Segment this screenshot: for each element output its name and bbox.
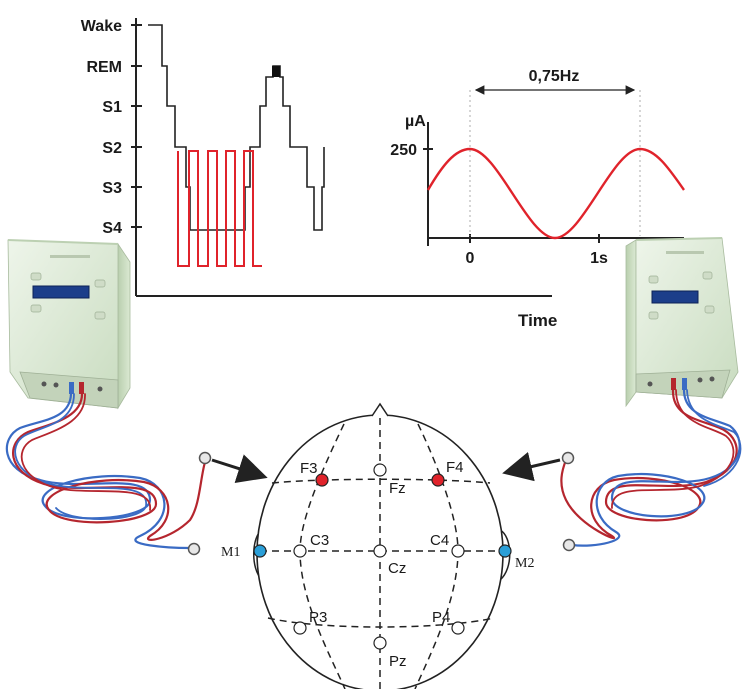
cable-left-red-2	[20, 393, 151, 511]
device-right-top-edge	[635, 237, 723, 241]
device-right-button-2	[702, 271, 713, 280]
device-right-display	[651, 290, 699, 304]
electrode-label-m1: M1	[221, 545, 240, 560]
electrode-cz	[373, 544, 387, 558]
electrode-p3	[293, 621, 307, 635]
nose	[371, 402, 389, 417]
electrode-p4	[451, 621, 465, 635]
device-left-port-3	[97, 386, 103, 392]
device-left-top-edge	[7, 239, 119, 245]
electrode-label-cz: Cz	[388, 560, 406, 577]
eeg-head-map: F3 F4 Fz C3 C4 Cz M1 M2 P3 P4 Pz	[221, 402, 534, 689]
stimulator-device-right	[625, 237, 739, 408]
electrode-label-c3: C3	[310, 532, 329, 549]
electrode-label-p3: P3	[309, 609, 327, 626]
electrode-c3	[293, 544, 307, 558]
device-left-socket-blue	[69, 382, 74, 394]
stimulator-device-left	[7, 239, 131, 410]
electrode-pz	[373, 636, 387, 650]
cable-right-red-2	[611, 389, 735, 509]
hypnogram-x-label: Time	[518, 311, 557, 330]
electrode-c4	[451, 544, 465, 558]
cables-left	[5, 392, 207, 550]
electrode-label-c4: C4	[430, 532, 449, 549]
stage-label-s3: S3	[102, 180, 122, 197]
electrode-connector-right-bottom	[562, 538, 576, 552]
cable-right-red	[560, 388, 738, 540]
frequency-label: 0,75Hz	[529, 68, 580, 85]
pointer-arrow-right	[502, 451, 561, 482]
pointer-arrow-left	[211, 454, 268, 483]
stage-label-s4: S4	[102, 220, 122, 237]
wave-x-tick-label-0: 0	[466, 250, 475, 267]
device-left-brand	[50, 255, 90, 258]
device-left-button-3	[30, 304, 42, 313]
stage-label-wake: Wake	[81, 18, 122, 35]
electrode-connector-left-top	[198, 451, 212, 465]
cable-left-red	[12, 392, 207, 541]
stage-label-s1: S1	[102, 99, 122, 116]
device-right-port-2	[697, 377, 703, 383]
device-left-display	[32, 285, 90, 299]
stimulation-waveform-chart: 0,75Hz µA 250 0 1s	[390, 68, 685, 267]
electrode-f3	[315, 473, 329, 487]
device-right-button-3	[648, 311, 659, 320]
electrode-m1	[253, 544, 267, 558]
electrode-label-fz: Fz	[389, 480, 406, 497]
wave-y-unit: µA	[405, 113, 426, 130]
electrode-label-pz: Pz	[389, 653, 407, 670]
wave-y-tick-label: 250	[390, 142, 417, 159]
device-right-brand	[666, 251, 704, 254]
cables-right	[560, 388, 742, 547]
device-left-port-2	[53, 382, 59, 388]
hypnogram-chart: Wake REM S1 S2 S3 S4 Time	[81, 18, 557, 330]
device-right-side	[625, 239, 637, 408]
device-left-port-1	[41, 381, 47, 387]
rem-marker	[272, 66, 280, 77]
device-right-port-3	[709, 376, 715, 382]
electrode-connector-left-bottom	[187, 542, 201, 556]
device-left-button-2	[94, 279, 106, 288]
device-right-socket-red	[671, 378, 676, 390]
electrode-label-f4: F4	[446, 459, 464, 476]
device-right-button-4	[704, 305, 715, 314]
device-right-socket-blue	[682, 378, 687, 390]
device-left-socket-red	[79, 382, 84, 394]
hypnogram-trace	[148, 24, 325, 231]
device-right-port-1	[647, 381, 653, 387]
stage-label-s2: S2	[102, 140, 122, 157]
wave-x-tick-label-1s: 1s	[590, 250, 608, 267]
electrode-label-m2: M2	[515, 556, 534, 571]
stimulation-pulses	[177, 150, 262, 267]
electrode-m2	[498, 544, 512, 558]
electrode-fz	[373, 463, 387, 477]
cable-right-blue-2	[686, 389, 742, 487]
electrode-label-p4: P4	[432, 609, 450, 626]
electrode-connector-right-top	[561, 451, 575, 465]
cable-left-blue-2	[14, 393, 147, 520]
sine-wave	[426, 147, 685, 240]
stage-label-rem: REM	[86, 59, 122, 76]
device-left-button-4	[94, 311, 106, 320]
device-left-side	[117, 242, 131, 410]
device-right-button-1	[648, 275, 659, 284]
electrode-f4	[431, 473, 445, 487]
electrode-label-f3: F3	[300, 460, 318, 477]
device-left-button-1	[30, 272, 42, 281]
